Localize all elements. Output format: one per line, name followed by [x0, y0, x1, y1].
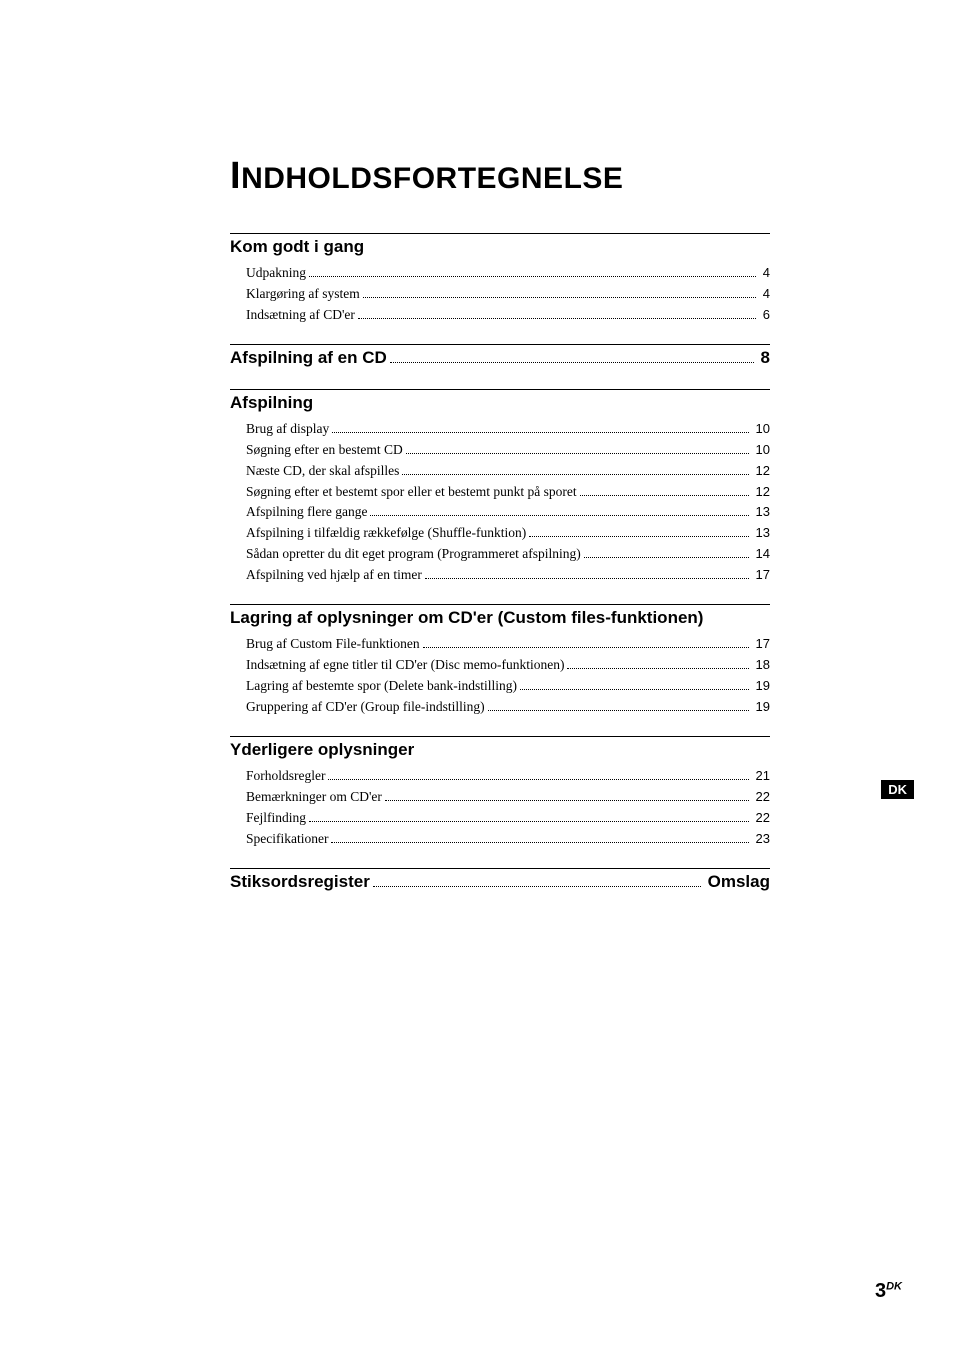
toc-list: Udpakning 4 Klargøring af system 4 Indsætn… [230, 263, 770, 326]
leader-dots [390, 362, 754, 363]
leader-dots [363, 297, 756, 298]
section-heading: Afspilning [230, 390, 770, 419]
leader-dots [406, 453, 749, 454]
section-heading: Lagring af oplysninger om CD'er (Custom … [230, 605, 770, 634]
toc-entry: Brug af Custom File-funktionen 17 [246, 634, 770, 655]
toc-label: Indsætning af CD'er [246, 305, 355, 326]
toc-list: Brug af display 10 Søgning efter en beste… [230, 419, 770, 586]
toc-entry: Søgning efter en bestemt CD 10 [246, 440, 770, 461]
toc-entry: Lagring af bestemte spor (Delete bank-in… [246, 676, 770, 697]
toc-page: 12 [752, 461, 770, 481]
toc-label: Indsætning af egne titler til CD'er (Dis… [246, 655, 564, 676]
toc-entry: Afspilning flere gange 13 [246, 502, 770, 523]
toc-page: 22 [752, 808, 770, 828]
section-heading-inline: Afspilning af en CD 8 [230, 345, 770, 371]
toc-label: Udpakning [246, 263, 306, 284]
section-heading: Yderligere oplysninger [230, 737, 770, 766]
leader-dots [567, 668, 748, 669]
toc-entry: Specifikationer 23 [246, 829, 770, 850]
toc-list: Forholdsregler 21 Bemærkninger om CD'er 22… [230, 766, 770, 850]
page-number: 3DK [875, 1280, 902, 1303]
toc-page: 10 [752, 419, 770, 439]
title-rest: NDHOLDSFORTEGNELSE [241, 162, 623, 195]
leader-dots [402, 474, 748, 475]
toc-entry: Klargøring af system 4 [246, 284, 770, 305]
section-heading: Kom godt i gang [230, 234, 770, 263]
toc-label: Brug af Custom File-funktionen [246, 634, 420, 655]
toc-page: 13 [752, 523, 770, 543]
section-heading-label: Stiksordsregister [230, 872, 370, 892]
toc-label: Lagring af bestemte spor (Delete bank-in… [246, 676, 517, 697]
toc-page: 19 [752, 697, 770, 717]
leader-dots [520, 689, 748, 690]
leader-dots [385, 800, 749, 801]
language-tab: DK [881, 780, 914, 799]
toc-page: 21 [752, 766, 770, 786]
toc-label: Søgning efter et bestemt spor eller et b… [246, 482, 577, 503]
toc-label: Afspilning flere gange [246, 502, 367, 523]
toc-entry: Gruppering af CD'er (Group file-indstill… [246, 697, 770, 718]
toc-entry: Søgning efter et bestemt spor eller et b… [246, 482, 770, 503]
toc-page: 12 [752, 482, 770, 502]
leader-dots [331, 842, 748, 843]
toc-label: Afspilning ved hjælp af en timer [246, 565, 422, 586]
toc-label: Afspilning i tilfældig rækkefølge (Shuff… [246, 523, 526, 544]
section-heading-page: 8 [757, 348, 770, 368]
toc-page: 17 [752, 634, 770, 654]
toc-entry: Udpakning 4 [246, 263, 770, 284]
leader-dots [529, 536, 748, 537]
toc-label: Fejlfinding [246, 808, 306, 829]
toc-page: 19 [752, 676, 770, 696]
page-number-value: 3 [875, 1280, 886, 1302]
toc-entry: Indsætning af egne titler til CD'er (Dis… [246, 655, 770, 676]
leader-dots [370, 515, 748, 516]
page-number-suffix: DK [886, 1280, 902, 1292]
toc-page: 23 [752, 829, 770, 849]
toc-entry: Fejlfinding 22 [246, 808, 770, 829]
title-cap: I [230, 155, 241, 197]
toc-label: Specifikationer [246, 829, 328, 850]
leader-dots [425, 578, 749, 579]
toc-entry: Afspilning ved hjælp af en timer 17 [246, 565, 770, 586]
toc-label: Sådan opretter du dit eget program (Prog… [246, 544, 581, 565]
leader-dots [488, 710, 749, 711]
toc-label: Bemærkninger om CD'er [246, 787, 382, 808]
toc-page: 22 [752, 787, 770, 807]
toc-entry: Indsætning af CD'er 6 [246, 305, 770, 326]
leader-dots [584, 557, 749, 558]
toc-page: 4 [759, 263, 770, 283]
toc-page: 13 [752, 502, 770, 522]
toc-entry: Forholdsregler 21 [246, 766, 770, 787]
toc-label: Gruppering af CD'er (Group file-indstill… [246, 697, 485, 718]
toc-entry: Brug af display 10 [246, 419, 770, 440]
toc-label: Forholdsregler [246, 766, 325, 787]
leader-dots [309, 821, 749, 822]
toc-label: Næste CD, der skal afspilles [246, 461, 399, 482]
toc-page: 6 [759, 305, 770, 325]
leader-dots [332, 432, 748, 433]
leader-dots [423, 647, 749, 648]
leader-dots [580, 495, 749, 496]
toc-label: Klargøring af system [246, 284, 360, 305]
leader-dots [373, 886, 701, 887]
toc-entry: Næste CD, der skal afspilles 12 [246, 461, 770, 482]
toc-entry: Bemærkninger om CD'er 22 [246, 787, 770, 808]
section-heading-page: Omslag [704, 872, 770, 892]
toc-page: 17 [752, 565, 770, 585]
toc-page: 10 [752, 440, 770, 460]
section-heading-label: Afspilning af en CD [230, 348, 387, 368]
toc-entry: Sådan opretter du dit eget program (Prog… [246, 544, 770, 565]
toc-page: 4 [759, 284, 770, 304]
section-heading-inline: Stiksordsregister Omslag [230, 869, 770, 895]
toc-label: Brug af display [246, 419, 329, 440]
leader-dots [358, 318, 756, 319]
toc-entry: Afspilning i tilfældig rækkefølge (Shuff… [246, 523, 770, 544]
leader-dots [328, 779, 748, 780]
toc-page: 14 [752, 544, 770, 564]
toc-list: Brug af Custom File-funktionen 17 Indsætn… [230, 634, 770, 718]
page-title: INDHOLDSFORTEGNELSE [230, 155, 770, 198]
toc-label: Søgning efter en bestemt CD [246, 440, 403, 461]
leader-dots [309, 276, 756, 277]
toc-page: 18 [752, 655, 770, 675]
